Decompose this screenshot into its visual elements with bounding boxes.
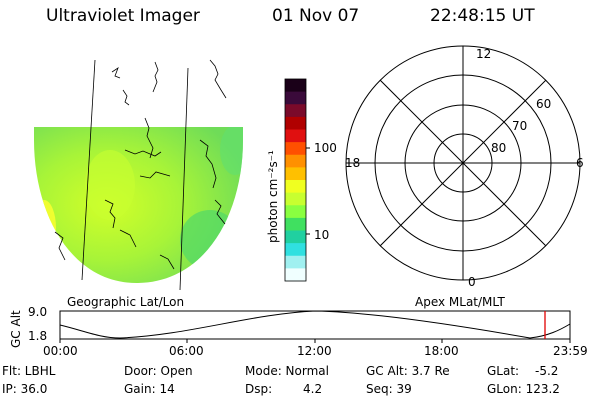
door-readout: Door: Open — [124, 364, 193, 378]
orbit-ytick-top: 9.0 — [28, 305, 48, 319]
colorbar-swatch — [285, 142, 306, 156]
colorbar-swatch — [285, 116, 306, 131]
colorbar-swatch — [285, 104, 306, 118]
colorbar-swatch — [285, 230, 306, 244]
observation-date: 01 Nov 07 — [272, 6, 360, 26]
mode-readout: Mode: Normal — [245, 364, 329, 378]
orbit-plot — [59, 310, 571, 343]
colorbar-swatch — [285, 243, 306, 257]
orbit-xtick-1200: 12:00 — [297, 344, 332, 358]
orbit-xtick-1800: 18:00 — [424, 344, 459, 358]
colorbar — [285, 79, 306, 282]
gc-alt-readout: GC Alt: 3.7 Re — [366, 364, 450, 378]
orbit-xtick-0000: 00:00 — [43, 344, 78, 358]
dsp-label: Dsp: — [245, 382, 273, 396]
colorbar-swatch — [285, 268, 306, 282]
mlat-label-70: 70 — [512, 119, 528, 133]
observation-time: 22:48:15 UT — [430, 6, 535, 26]
colorbar-unit-label: photon cm⁻²s⁻¹ — [266, 150, 280, 243]
mlt-label-6: 6 — [576, 156, 584, 170]
filter-readout: Flt: LBHL — [2, 364, 56, 378]
mlat-label-80: 80 — [491, 141, 507, 155]
orbit-xtick-2359: 23:59 — [553, 344, 588, 358]
colorbar-swatch — [285, 255, 306, 269]
colorbar-swatch — [285, 154, 306, 168]
glon-readout: GLon: 123.2 — [487, 382, 560, 396]
colorbar-swatch — [285, 79, 306, 93]
mlt-label-12: 12 — [476, 47, 492, 61]
coastline-overlay — [54, 59, 227, 291]
colorbar-swatch — [285, 192, 306, 206]
colorbar-swatch — [285, 91, 306, 105]
mlt-label-0: 0 — [468, 275, 476, 289]
orbit-ytick-bottom: 1.8 — [28, 329, 48, 343]
glat-value: -5.2 — [535, 364, 559, 378]
seq-readout: Seq: 39 — [366, 382, 412, 396]
colorbar-swatch — [285, 167, 306, 181]
uv-image — [34, 127, 243, 284]
polar-plot — [345, 45, 581, 281]
colorbar-swatch — [285, 217, 306, 232]
colorbar-tick-10: 10 — [314, 228, 330, 242]
ip-readout: IP: 36.0 — [2, 382, 48, 396]
left-panel-caption: Geographic Lat/Lon — [67, 295, 185, 309]
colorbar-swatch — [285, 180, 306, 194]
orbit-ylabel: GC Alt — [9, 310, 23, 348]
orbit-xtick-0600: 06:00 — [169, 344, 204, 358]
glat-label: GLat: — [487, 364, 520, 378]
instrument-title: Ultraviolet Imager — [46, 6, 200, 26]
colorbar-tick-100: 100 — [314, 141, 337, 155]
colorbar-swatch — [285, 129, 306, 143]
mlat-label-60: 60 — [536, 97, 552, 111]
polar-plot-caption: Apex MLat/MLT — [415, 295, 505, 309]
mlt-label-18: 18 — [345, 156, 361, 170]
gain-readout: Gain: 14 — [124, 382, 175, 396]
colorbar-swatch — [285, 205, 306, 219]
dsp-value: 4.2 — [303, 382, 323, 396]
